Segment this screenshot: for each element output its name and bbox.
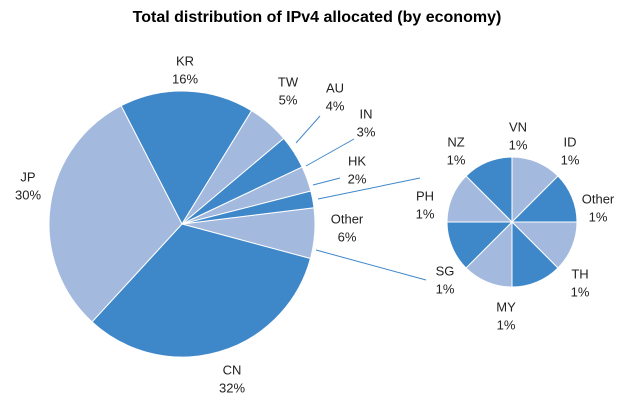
slice-value-label: 1% (571, 284, 590, 299)
slice-value-label: 3% (357, 124, 376, 139)
slice-value-label: 1% (436, 281, 455, 296)
slice-value-label: 4% (326, 98, 345, 113)
pie-slice (91, 223, 312, 358)
slice-label: AU (326, 80, 344, 95)
slice-value-label: 2% (348, 171, 367, 186)
leader-line (312, 177, 341, 186)
connector (317, 177, 421, 200)
slice-label: MY (496, 299, 516, 314)
slice-value-label: 1% (561, 152, 580, 167)
slice-label: CN (223, 362, 242, 377)
slice-value-label: 1% (416, 206, 435, 221)
chart-title: Total distribution of IPv4 allocated (by… (133, 9, 502, 26)
slice-label: JP (20, 169, 35, 184)
slice-label: Other (582, 191, 615, 206)
slice-label: HK (348, 153, 366, 168)
slice-value-label: 6% (338, 229, 357, 244)
slice-value-label: 30% (15, 187, 41, 202)
slice-label: TH (571, 266, 588, 281)
slice-label: SG (436, 263, 455, 278)
slice-label: PH (416, 188, 434, 203)
slice-value-label: 16% (172, 71, 198, 86)
slice-label: IN (360, 106, 373, 121)
slice-value-label: 1% (447, 152, 466, 167)
leader-line (295, 115, 321, 144)
leader-line (305, 138, 355, 167)
slice-label: NZ (447, 134, 464, 149)
slice-label: Other (331, 211, 364, 226)
slice-value-label: 32% (219, 380, 245, 395)
pie-slice (465, 156, 513, 224)
slice-value-label: 1% (497, 317, 516, 332)
slice-value-label: 5% (279, 92, 298, 107)
slice-value-label: 1% (509, 137, 528, 152)
pie-slice (120, 90, 253, 226)
pie-slice (181, 190, 315, 225)
connector (315, 249, 427, 281)
slice-label: TW (278, 74, 299, 89)
slice-label: KR (176, 53, 194, 68)
slice-label: ID (564, 134, 577, 149)
slice-label: VN (509, 119, 527, 134)
slice-value-label: 1% (589, 209, 608, 224)
